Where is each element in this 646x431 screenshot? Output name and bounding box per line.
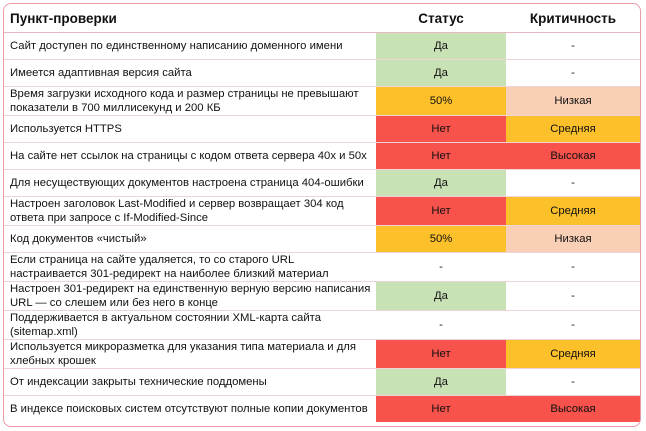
status-cell: Да (376, 32, 506, 60)
status-cell: Да (376, 59, 506, 87)
check-item: В индексе поисковых систем отсутствуют п… (10, 403, 368, 415)
check-item: От индексации закрыты технические поддом… (4, 368, 376, 396)
status-cell: Нет (376, 142, 506, 170)
table-row: В индексе поисковых систем отсутствуют п… (4, 395, 640, 422)
criticality-cell: - (506, 32, 640, 60)
criticality-cell: Средняя (506, 339, 640, 369)
table-row: Код документов «чистый» 50% Низкая (4, 225, 640, 253)
check-item: На сайте нет ссылок на страницы с кодом … (4, 142, 376, 170)
checklist-frame: Пункт-проверки Статус Критичность Сайт д… (3, 3, 641, 427)
check-item: Настроен заголовок Last-Modified и серве… (4, 196, 376, 226)
criticality-cell: Низкая (506, 225, 640, 253)
table-row: Для несуществующих документов настроена … (4, 169, 640, 197)
header-criticality: Критичность (506, 4, 640, 33)
criticality-cell: - (506, 368, 640, 396)
criticality-cell: Высокая (506, 142, 640, 170)
status-cell: Нет (376, 395, 506, 422)
check-item: Используется HTTPS (4, 115, 376, 143)
criticality-cell: - (506, 59, 640, 87)
table-row: Настроен 301-редирект на единственную ве… (4, 281, 640, 311)
status-cell: Да (376, 368, 506, 396)
header-row: Пункт-проверки Статус Критичность (4, 4, 640, 33)
table-row: На сайте нет ссылок на страницы с кодом … (4, 142, 640, 170)
table-row: Поддерживается в актуальном состоянии XM… (4, 310, 640, 340)
check-item: Используется микроразметка для указания … (4, 339, 376, 369)
criticality-cell: - (506, 310, 640, 340)
criticality-cell: Высокая (506, 395, 640, 422)
status-cell: - (376, 310, 506, 340)
criticality-cell: - (506, 169, 640, 197)
criticality-cell: - (506, 252, 640, 282)
seo-checklist-table: Пункт-проверки Статус Критичность Сайт д… (4, 4, 640, 422)
header-status: Статус (376, 4, 506, 33)
table-row: Настроен заголовок Last-Modified и серве… (4, 196, 640, 226)
table-row: От индексации закрыты технические поддом… (4, 368, 640, 396)
table-row: Время загрузки исходного кода и размер с… (4, 86, 640, 116)
criticality-cell: Низкая (506, 86, 640, 116)
header-item: Пункт-проверки (4, 4, 376, 33)
status-cell: Нет (376, 115, 506, 143)
status-cell: Нет (376, 196, 506, 226)
check-item: Код документов «чистый» (4, 225, 376, 253)
status-cell: 50% (376, 225, 506, 253)
table-row: Используется микроразметка для указания … (4, 339, 640, 369)
table-row: Если страница на сайте удаляется, то со … (4, 252, 640, 282)
criticality-cell: - (506, 281, 640, 311)
check-item: Сайт доступен по единственному написанию… (4, 32, 376, 60)
table-row: Сайт доступен по единственному написанию… (4, 32, 640, 60)
status-cell: Нет (376, 339, 506, 369)
criticality-cell: Средняя (506, 196, 640, 226)
check-item: Имеется адаптивная версия сайта (4, 59, 376, 87)
check-item: Если страница на сайте удаляется, то со … (4, 252, 376, 282)
check-item: Поддерживается в актуальном состоянии XM… (4, 310, 376, 340)
criticality-cell: Средняя (506, 115, 640, 143)
status-cell: - (376, 252, 506, 282)
table-row: Используется HTTPS Нет Средняя (4, 115, 640, 143)
status-cell: Да (376, 169, 506, 197)
check-item: Настроен 301-редирект на единственную ве… (4, 281, 376, 311)
check-item: Время загрузки исходного кода и размер с… (4, 86, 376, 116)
status-cell: 50% (376, 86, 506, 116)
status-cell: Да (376, 281, 506, 311)
check-item: Для несуществующих документов настроена … (4, 169, 376, 197)
table-row: Имеется адаптивная версия сайта Да - (4, 59, 640, 87)
